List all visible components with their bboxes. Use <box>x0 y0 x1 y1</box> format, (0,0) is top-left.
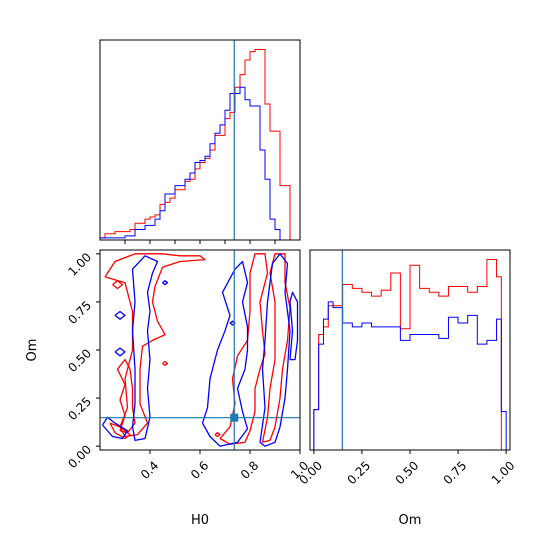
om-x-tick-label: 1.00 <box>489 458 518 487</box>
joint-x-axis-label: H0 <box>191 513 209 528</box>
joint-y-tick-label: 0.50 <box>65 346 94 375</box>
joint-series-1-contour-4 <box>289 291 299 361</box>
joint-series-0-contour-0 <box>116 358 136 434</box>
joint-series-1-contour-7 <box>114 347 126 357</box>
joint-series-0-contour-5 <box>162 360 169 367</box>
joint-series-0-contour-6 <box>214 432 221 438</box>
joint-series-0-contour-1 <box>104 253 206 438</box>
joint-y-axis-label: Om <box>25 339 40 362</box>
joint-series-1-contour-3 <box>259 253 291 447</box>
joint-series-0-contour-4 <box>112 280 124 290</box>
om-x-axis-label: Om <box>399 513 422 528</box>
om-x-tick-label: 0.25 <box>344 458 373 487</box>
joint-series-1-contour-2 <box>201 260 249 447</box>
joint-y-tick-label: 1.00 <box>65 250 94 279</box>
h0-marginal-histogram <box>99 39 301 244</box>
joint-y-tick-label: 0.00 <box>65 442 94 471</box>
joint-series-0-contour-3 <box>261 253 291 443</box>
om-x-tick-label: 0.75 <box>441 458 470 487</box>
joint-x-tick-label: 0.6 <box>188 458 211 481</box>
joint-series-1-contour-5 <box>162 280 169 286</box>
joint-x-tick-label: 0.4 <box>138 458 161 481</box>
joint-y-tick-label: 0.25 <box>65 394 94 423</box>
joint-series-1-contour-1 <box>131 255 159 442</box>
joint-y-tick-label: 0.75 <box>65 298 94 327</box>
joint-truth-marker <box>230 413 239 422</box>
om-x-tick-label: 0.50 <box>393 458 422 487</box>
h0-hist-series-0-step <box>99 49 300 241</box>
joint-x-tick-label: 0.8 <box>238 458 261 481</box>
h0-hist-series-1-step <box>99 86 300 241</box>
om-hist-series-1-step <box>313 301 507 450</box>
joint-series-1-contour-6 <box>114 310 126 320</box>
joint-series-0-contour-7 <box>109 422 131 440</box>
joint-series-1-contour-8 <box>229 320 236 326</box>
